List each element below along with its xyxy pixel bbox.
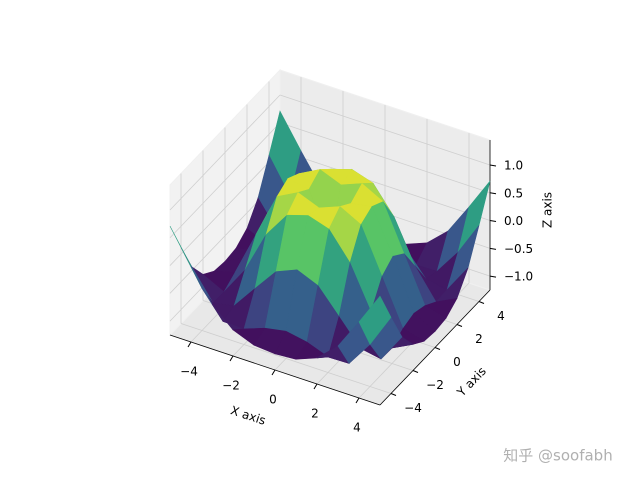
y-tick-label: −4 <box>404 401 422 415</box>
grid-line <box>279 122 491 194</box>
x-tick-label: 2 <box>311 407 319 421</box>
x-tick <box>229 355 234 362</box>
z-tick-label: 0.0 <box>504 214 523 228</box>
surface <box>169 110 491 364</box>
y-tick <box>434 347 441 350</box>
z-tick <box>489 275 497 278</box>
z-tick <box>489 220 497 223</box>
x-tick <box>313 383 318 390</box>
x-axis-line <box>169 334 381 406</box>
grid-line <box>169 150 281 266</box>
z-axis-label: Z axis <box>541 192 555 228</box>
y-tick-label: 0 <box>453 355 461 369</box>
x-tick-label: −2 <box>222 379 240 393</box>
z-tick <box>489 247 497 250</box>
y-axis-label: Y axis <box>454 364 489 400</box>
y-tick <box>478 301 485 304</box>
x-tick <box>355 397 360 404</box>
z-tick <box>489 164 497 167</box>
grid-line <box>279 94 491 166</box>
grid-line <box>169 122 281 239</box>
x-tick-label: −4 <box>180 365 198 379</box>
x-tick <box>187 341 192 348</box>
x-tick <box>271 369 276 376</box>
x-tick-label: 4 <box>353 421 361 435</box>
y-tick <box>456 324 463 327</box>
z-tick <box>489 192 497 195</box>
x-tick-label: 0 <box>269 393 277 407</box>
surface-patch <box>358 295 392 345</box>
grid-line <box>169 94 281 211</box>
z-tick-label: −0.5 <box>504 242 533 256</box>
y-tick-label: −2 <box>426 378 444 392</box>
z-tick-label: −1.0 <box>504 270 533 284</box>
y-tick-label: 2 <box>475 332 483 346</box>
z-tick-label: 1.0 <box>504 159 523 173</box>
y-tick-label: 4 <box>497 309 505 323</box>
y-axis-line <box>379 289 491 406</box>
grid-line <box>279 150 491 221</box>
y-tick <box>412 370 419 373</box>
x-axis-label: X axis <box>229 403 268 427</box>
z-tick-label: 0.5 <box>504 186 523 200</box>
grid-line <box>180 323 392 394</box>
watermark: 知乎 @soofabh <box>503 447 612 465</box>
y-tick <box>390 393 397 396</box>
